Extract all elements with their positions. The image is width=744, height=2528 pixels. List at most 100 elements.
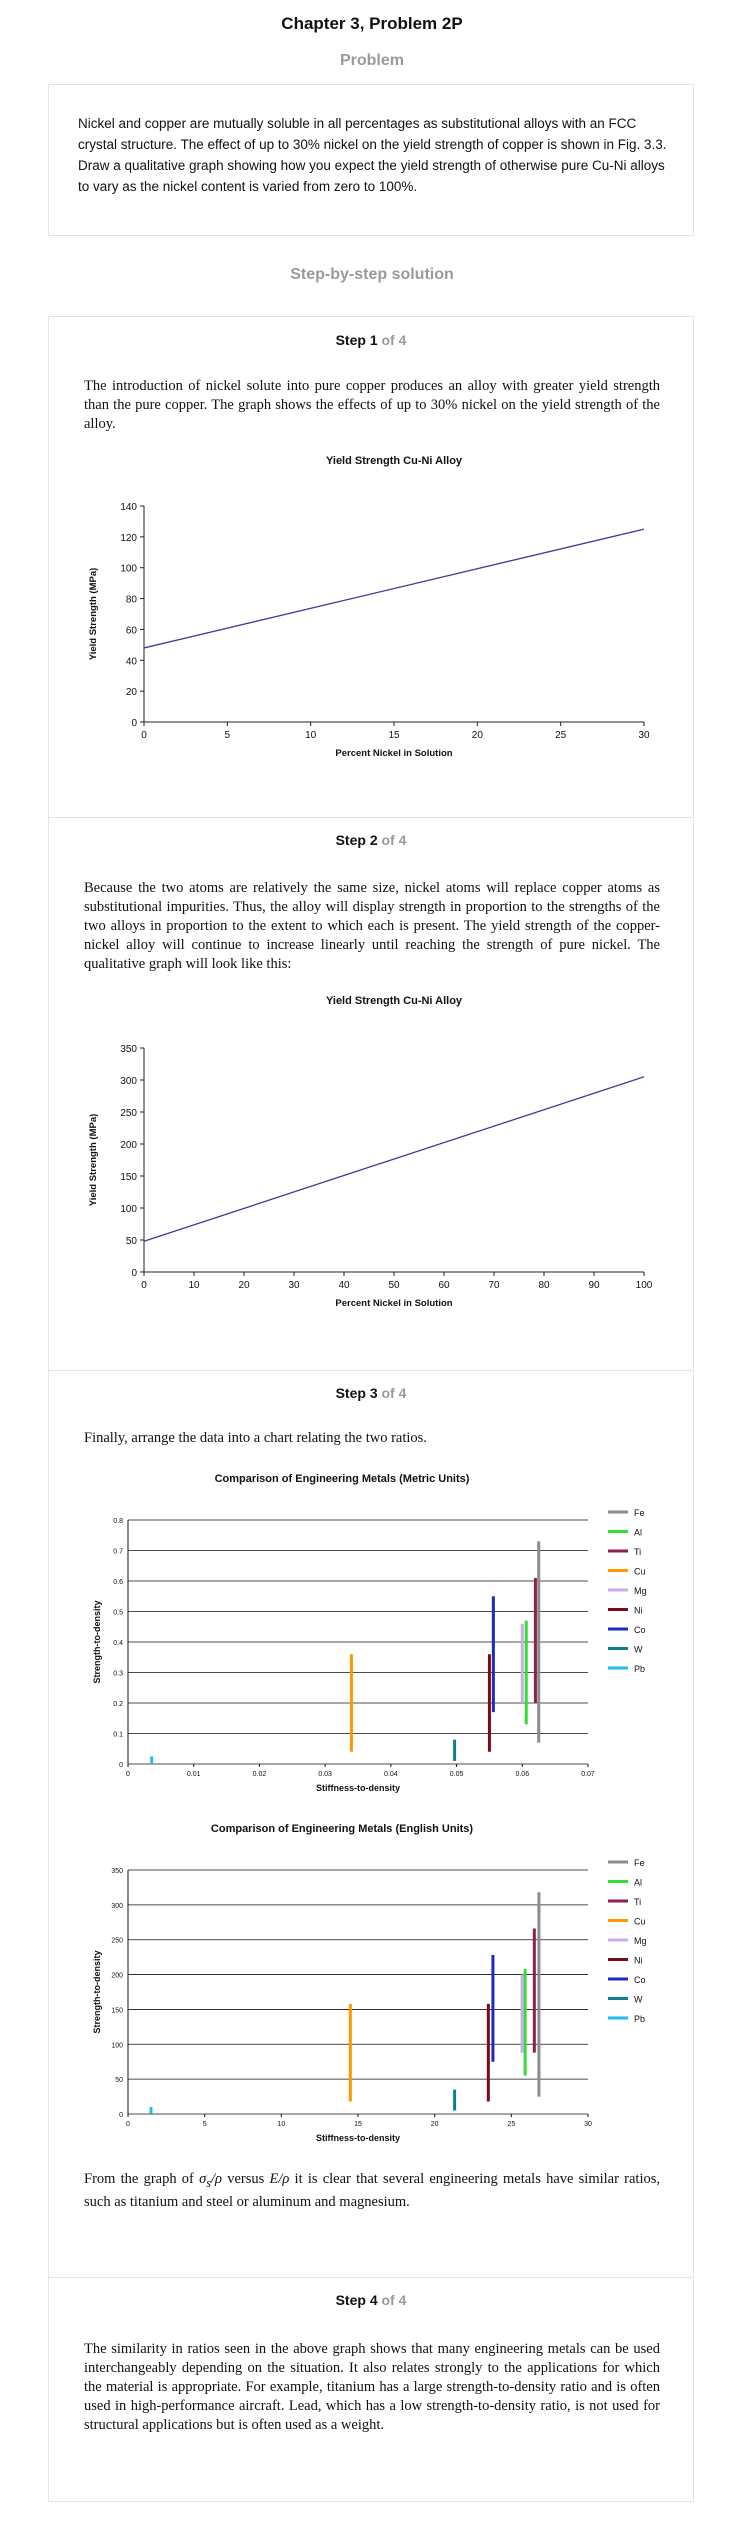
y-tick-label: 0.4 [113,1640,123,1647]
yield-strength-100-chart: Yield Strength Cu-Ni Alloy 0 50 100 150 200 25… [88,995,653,1309]
legend-label: W [634,1995,643,2005]
step-label: Step 4 [335,2292,378,2308]
legend-label: Pb [634,2014,645,2024]
y-tick-label: 120 [120,533,137,544]
legend-label: Al [634,1528,642,1538]
step-1-heading: Step 1 of 4 [48,332,694,348]
y-tick-label: 0.5 [113,1610,123,1617]
problem-box [48,84,694,236]
x-tick-label: 30 [288,1280,300,1291]
x-tick-label: 15 [388,730,400,741]
y-tick-label: 300 [120,1076,137,1087]
step-3-conclusion: From the graph of σs/ρ versus E/ρ it is … [84,2171,660,2210]
legend-label: Ni [634,1606,643,1616]
legend-label: Ni [634,1956,643,1966]
legend-label: Mg [634,1936,647,1946]
y-axis-label: Strength-to-density [92,1601,102,1684]
step-2-text: Because the two atoms are relatively the… [84,880,660,972]
x-tick-label: 5 [203,2121,207,2128]
y-tick-label: 60 [126,625,138,636]
y-axis-label: Strength-to-density [92,1951,102,2034]
y-tick-label: 200 [111,1973,123,1980]
x-axis-label: Stiffness-to-density [316,2133,400,2143]
y-tick-label: 0.2 [113,1701,123,1708]
x-tick-label: 70 [488,1280,500,1291]
y-tick-label: 200 [120,1140,137,1151]
y-tick-label: 100 [120,1204,137,1215]
step-divider [48,1370,694,1371]
y-axis-label: Yield Strength (MPa) [88,568,99,661]
chart-title: Yield Strength Cu-Ni Alloy [326,455,463,467]
x-tick-label: 0.02 [253,1771,267,1778]
y-tick-label: 0.8 [113,1518,123,1525]
solution-box [48,316,694,2502]
legend-label: W [634,1645,643,1655]
step-4-text: The similarity in ratios seen in the abo… [84,2341,660,2433]
y-tick-label: 0.6 [113,1579,123,1586]
x-tick-label: 0.06 [515,1771,529,1778]
step-of-total: of 4 [381,332,407,348]
stiffness-density-symbol: E/ρ [269,2171,290,2187]
y-axis-label: Yield Strength (MPa) [88,1114,99,1207]
chart-title: Comparison of Engineering Metals (Englis… [211,1823,474,1835]
step-4-heading: Step 4 of 4 [48,2292,694,2308]
x-tick-label: 20 [472,730,484,741]
series-line [143,1076,645,1242]
x-axis-label: Percent Nickel in Solution [335,748,452,759]
x-tick-label: 15 [354,2121,362,2128]
x-tick-label: 0 [141,1280,147,1291]
legend-label: Cu [634,1567,646,1577]
legend-label: Ti [634,1897,641,1907]
x-tick-label: 0.07 [581,1771,595,1778]
step-of-total: of 4 [381,1385,407,1401]
y-tick-label: 250 [120,1108,137,1119]
x-tick-label: 60 [438,1280,450,1291]
metric-comparison-chart: Comparison of Engineering Metals (Metric… [92,1473,647,1793]
x-tick-label: 80 [538,1280,550,1291]
x-tick-label: 0.05 [450,1771,464,1778]
step-1-text: The introduction of nickel solute into p… [84,378,660,432]
x-tick-label: 20 [238,1280,250,1291]
y-tick-label: 150 [120,1172,137,1183]
step-label: Step 2 [335,832,378,848]
step-divider [48,817,694,818]
step-of-total: of 4 [381,832,407,848]
english-comparison-chart: Comparison of Engineering Metals (Englis… [92,1823,647,2143]
y-tick-label: 40 [126,656,138,667]
y-tick-label: 100 [120,564,137,575]
legend-label: Fe [634,1858,645,1868]
y-tick-label: 50 [126,1236,138,1247]
problem-text: Nickel and copper are mutually soluble i… [78,116,667,194]
x-tick-label: 50 [388,1280,400,1291]
x-tick-label: 10 [277,2121,285,2128]
problem-heading: Problem [339,52,404,69]
legend-label: Co [634,1975,646,1985]
chart-title: Yield Strength Cu-Ni Alloy [326,995,463,1007]
legend-label: Cu [634,1917,646,1927]
y-tick-label: 350 [120,1044,137,1055]
y-tick-label: 250 [111,1938,123,1945]
legend-label: Mg [634,1586,647,1596]
step-3-text: Finally, arrange the data into a chart r… [84,1430,427,1446]
y-tick-label: 50 [115,2077,123,2084]
y-tick-label: 0 [119,1762,123,1769]
legend-label: Al [634,1878,642,1888]
x-tick-label: 0 [141,730,147,741]
x-axis-label: Stiffness-to-density [316,1783,400,1793]
y-tick-label: 0.1 [113,1732,123,1739]
x-tick-label: 0 [126,1771,130,1778]
x-tick-label: 10 [188,1280,200,1291]
x-tick-label: 0.03 [318,1771,332,1778]
x-tick-label: 10 [305,730,317,741]
y-tick-label: 350 [111,1868,123,1875]
strength-density-symbol: σs/ρ [199,2171,222,2190]
y-tick-label: 0.3 [113,1671,123,1678]
x-tick-label: 20 [431,2121,439,2128]
x-tick-label: 0.01 [187,1771,201,1778]
x-tick-label: 100 [636,1280,653,1291]
y-tick-label: 140 [120,502,137,513]
legend-label: Co [634,1625,646,1635]
y-tick-label: 80 [126,595,138,606]
step-2-heading: Step 2 of 4 [48,832,694,848]
x-tick-label: 5 [225,730,231,741]
